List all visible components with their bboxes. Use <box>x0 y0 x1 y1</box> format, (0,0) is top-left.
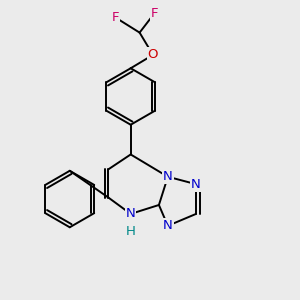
Text: F: F <box>151 7 158 20</box>
Text: F: F <box>112 11 120 24</box>
Text: N: N <box>126 207 136 220</box>
Text: N: N <box>191 178 201 191</box>
Text: H: H <box>126 225 136 238</box>
Text: N: N <box>163 219 173 232</box>
Text: O: O <box>148 48 158 62</box>
Text: N: N <box>163 170 173 183</box>
